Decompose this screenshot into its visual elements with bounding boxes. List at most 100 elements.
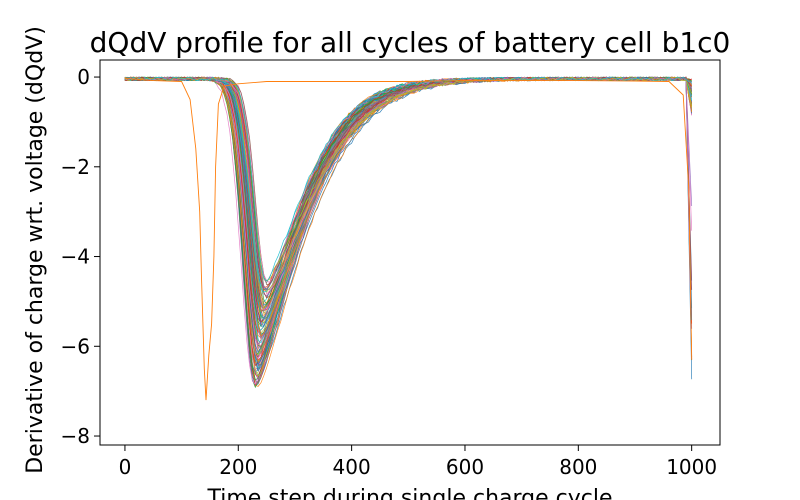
cycle-line bbox=[124, 76, 692, 309]
cycle-line bbox=[124, 76, 692, 341]
cycle-line bbox=[124, 76, 693, 306]
cycle-line bbox=[124, 76, 693, 372]
cycle-line bbox=[124, 76, 693, 323]
x-axis-ticks: 0 200 400 600 800 1000 bbox=[119, 445, 717, 479]
cycle-line bbox=[124, 76, 693, 327]
cycle-line bbox=[124, 76, 692, 381]
cycle-line bbox=[124, 76, 693, 349]
cycle-line bbox=[124, 76, 693, 293]
cycle-line bbox=[124, 76, 693, 357]
cycle-line bbox=[124, 76, 693, 337]
cycle-line bbox=[124, 76, 693, 308]
plot-frame bbox=[99, 59, 721, 446]
cycle-line bbox=[124, 76, 693, 363]
cycle-line bbox=[124, 76, 693, 334]
cycle-line bbox=[124, 76, 692, 286]
y-tick-label: 0 bbox=[77, 65, 90, 89]
cycle-line bbox=[124, 76, 693, 322]
cycle-line bbox=[124, 76, 693, 320]
x-tick-label: 200 bbox=[219, 455, 257, 479]
cycle-line bbox=[124, 76, 693, 363]
cycle-line bbox=[124, 76, 693, 354]
cycle-line bbox=[124, 76, 693, 378]
cycle-line bbox=[124, 76, 693, 336]
cycle-line bbox=[124, 76, 693, 337]
cycle-line bbox=[124, 76, 693, 346]
cycle-line bbox=[124, 76, 693, 369]
cycle-line bbox=[124, 76, 693, 360]
y-axis-label: Derivative of charge wrt. voltage (dQdV) bbox=[23, 26, 48, 474]
y-tick-label: −2 bbox=[61, 155, 90, 179]
cycle-line bbox=[124, 76, 693, 364]
cycle-line bbox=[124, 76, 693, 293]
cycle-line bbox=[124, 76, 693, 366]
cycle-line bbox=[124, 76, 692, 340]
cycle-line bbox=[124, 76, 693, 320]
cycle-line bbox=[124, 76, 692, 314]
cycle-line bbox=[124, 76, 693, 333]
y-axis-ticks: 0 −2 −4 −6 −8 bbox=[61, 65, 100, 448]
x-tick-label: 400 bbox=[333, 455, 371, 479]
cycle-line bbox=[124, 76, 693, 349]
cycle-line bbox=[124, 76, 692, 288]
cycle-line bbox=[124, 76, 693, 291]
cycle-line bbox=[124, 76, 692, 355]
cycle-line bbox=[124, 76, 693, 317]
cycle-line bbox=[124, 76, 693, 331]
cycle-line bbox=[124, 76, 692, 349]
cycle-line bbox=[124, 76, 693, 313]
cycle-line bbox=[124, 76, 693, 361]
cycle-line bbox=[124, 76, 692, 328]
cycle-line bbox=[124, 76, 692, 291]
cycle-line bbox=[124, 76, 693, 354]
cycle-line bbox=[124, 76, 693, 335]
cycle-line bbox=[124, 76, 693, 307]
cycle-line bbox=[124, 76, 693, 366]
y-tick-label: −4 bbox=[61, 245, 90, 269]
cycle-line bbox=[124, 76, 693, 370]
cycle-line bbox=[124, 76, 693, 321]
cycle-line bbox=[124, 76, 693, 291]
cycle-line bbox=[124, 76, 692, 282]
cycle-line bbox=[124, 76, 693, 359]
cycle-line bbox=[124, 76, 693, 374]
cycle-line bbox=[124, 76, 693, 327]
cycle-line bbox=[124, 76, 692, 297]
cycle-line bbox=[124, 76, 693, 303]
cycle-line bbox=[124, 76, 693, 339]
cycle-line bbox=[124, 76, 693, 344]
cycle-line bbox=[124, 76, 693, 377]
cycle-line bbox=[124, 76, 692, 284]
cycle-line bbox=[124, 76, 693, 356]
cycle-line bbox=[124, 76, 693, 311]
x-tick-label: 800 bbox=[559, 455, 597, 479]
cycle-line bbox=[124, 76, 693, 314]
y-tick-label: −6 bbox=[61, 334, 90, 358]
cycle-line bbox=[124, 76, 693, 339]
cycle-line bbox=[124, 76, 692, 366]
cycle-line bbox=[124, 76, 692, 337]
cycle-line bbox=[124, 76, 693, 377]
cycle-line bbox=[124, 76, 693, 380]
cycle-line bbox=[124, 76, 693, 325]
x-tick-label: 600 bbox=[446, 455, 484, 479]
outlier-cycle-line bbox=[124, 77, 693, 401]
x-tick-label: 0 bbox=[119, 455, 132, 479]
x-axis-label: Time step during single charge cycle bbox=[206, 486, 612, 500]
cycle-line bbox=[124, 76, 693, 358]
cycle-line bbox=[124, 76, 693, 310]
cycle-line bbox=[124, 76, 692, 299]
cycle-line bbox=[124, 76, 693, 372]
cycle-line bbox=[124, 76, 692, 299]
cycle-line bbox=[124, 76, 692, 380]
cycle-line bbox=[124, 76, 693, 295]
cycle-line bbox=[124, 76, 693, 355]
cycle-line bbox=[124, 76, 692, 320]
x-tick-label: 1000 bbox=[666, 455, 717, 479]
cycle-line bbox=[124, 76, 693, 346]
cycle-line bbox=[124, 76, 693, 351]
cycle-line bbox=[124, 76, 693, 359]
cycle-line bbox=[124, 76, 693, 315]
chart-title: dQdV profile for all cycles of battery c… bbox=[90, 26, 731, 59]
